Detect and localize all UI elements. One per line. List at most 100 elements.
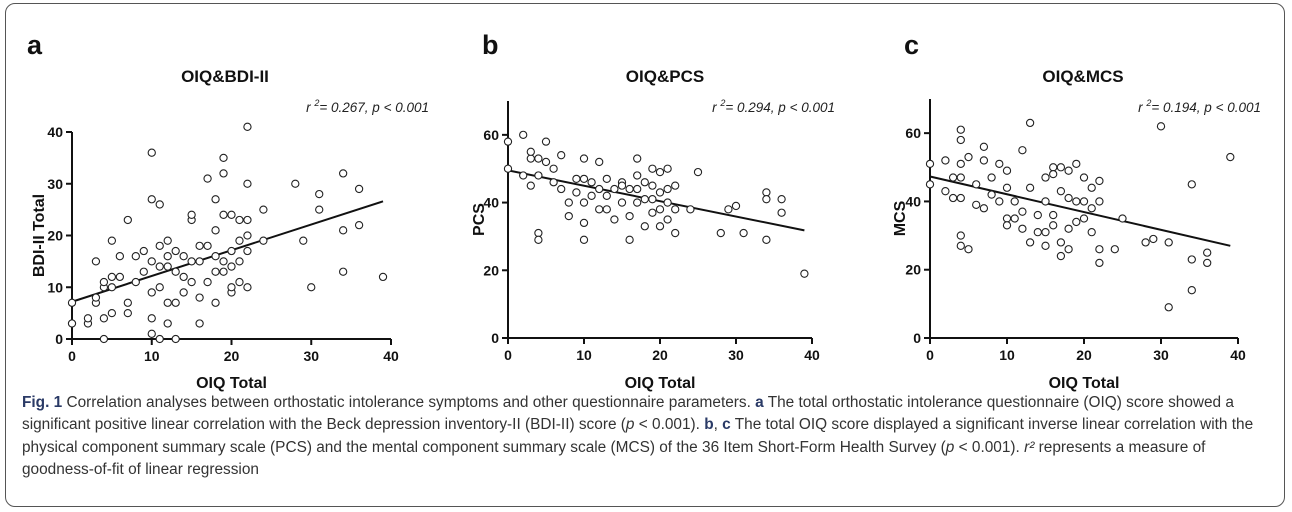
data-point bbox=[534, 235, 543, 244]
caption-c-label: c bbox=[722, 416, 731, 434]
x-tick-label: 30 bbox=[303, 348, 319, 364]
data-point bbox=[1025, 183, 1035, 192]
y-tick-label: 40 bbox=[905, 193, 921, 209]
y-tick-label: 20 bbox=[47, 228, 63, 244]
data-point bbox=[579, 235, 589, 244]
data-point bbox=[1203, 258, 1212, 268]
data-point bbox=[211, 298, 220, 307]
data-point bbox=[235, 277, 244, 287]
data-point bbox=[131, 277, 140, 287]
data-point bbox=[956, 241, 965, 250]
data-point bbox=[557, 184, 566, 194]
regression-line bbox=[929, 175, 1231, 247]
data-point bbox=[219, 267, 228, 276]
x-tick-label: 20 bbox=[224, 348, 240, 364]
data-point bbox=[655, 205, 665, 214]
data-point bbox=[979, 156, 989, 165]
x-axis-label: OIQ Total bbox=[196, 375, 267, 392]
data-point bbox=[587, 178, 596, 187]
data-point bbox=[972, 200, 981, 209]
data-point bbox=[155, 241, 164, 250]
x-tick-label: 0 bbox=[68, 348, 76, 364]
data-point bbox=[107, 236, 117, 245]
data-point bbox=[564, 198, 573, 207]
data-point bbox=[235, 257, 244, 266]
data-point bbox=[979, 142, 989, 151]
data-point bbox=[99, 314, 109, 323]
caption-r2-symbol: r² bbox=[1024, 438, 1035, 456]
data-point bbox=[526, 154, 535, 163]
x-tick-label: 40 bbox=[804, 347, 820, 363]
data-point bbox=[171, 267, 180, 276]
data-point bbox=[1041, 173, 1050, 182]
data-point bbox=[243, 231, 252, 240]
data-point bbox=[147, 314, 156, 323]
data-point bbox=[1049, 221, 1058, 230]
data-point bbox=[1087, 183, 1096, 192]
x-tick-label: 40 bbox=[383, 348, 399, 364]
data-point bbox=[1033, 210, 1042, 220]
data-point bbox=[211, 252, 220, 261]
caption-p-symbol-2: p bbox=[945, 438, 955, 456]
y-tick-label: 0 bbox=[913, 330, 921, 346]
data-point bbox=[195, 257, 204, 266]
data-point bbox=[1079, 197, 1089, 206]
data-point bbox=[219, 257, 228, 266]
data-point bbox=[671, 181, 680, 190]
data-point bbox=[115, 252, 124, 261]
data-point bbox=[211, 267, 220, 276]
data-point bbox=[99, 277, 109, 287]
data-point bbox=[995, 197, 1004, 206]
data-point bbox=[595, 184, 604, 194]
data-point bbox=[1056, 251, 1066, 261]
y-tick-label: 0 bbox=[55, 331, 63, 347]
charts-svg: a OIQ&BDI-II r 2= 0.267, p < 0.001 0 10 20 30 4… bbox=[27, 30, 1261, 392]
data-point bbox=[67, 319, 77, 328]
data-point bbox=[1002, 214, 1012, 223]
data-point bbox=[549, 178, 558, 187]
data-point bbox=[526, 147, 535, 156]
data-point bbox=[299, 236, 308, 245]
data-point bbox=[123, 298, 132, 307]
data-point bbox=[1064, 224, 1073, 233]
data-point bbox=[731, 201, 741, 211]
data-point bbox=[602, 174, 611, 184]
data-point bbox=[259, 205, 268, 214]
data-point bbox=[693, 167, 703, 177]
data-point bbox=[964, 152, 973, 162]
data-point bbox=[541, 157, 551, 167]
data-point bbox=[572, 188, 581, 197]
data-point bbox=[219, 210, 228, 219]
caption-a-label: a bbox=[755, 394, 764, 411]
data-point bbox=[777, 208, 786, 217]
data-point bbox=[171, 298, 180, 307]
data-point bbox=[227, 210, 236, 219]
r2-annotation: r 2= 0.267, p < 0.001 bbox=[306, 98, 429, 115]
data-point bbox=[243, 122, 252, 131]
chart-title: OIQ&MCS bbox=[1042, 67, 1123, 86]
data-point bbox=[1156, 122, 1166, 131]
data-point bbox=[541, 137, 551, 146]
data-point bbox=[211, 226, 220, 235]
caption-p-symbol: p bbox=[625, 416, 635, 434]
data-point bbox=[948, 193, 958, 203]
data-point bbox=[1079, 173, 1089, 182]
data-point bbox=[956, 231, 965, 240]
caption-intro: Correlation analyses between orthostatic… bbox=[62, 394, 756, 411]
data-point bbox=[203, 241, 212, 250]
data-point bbox=[171, 334, 180, 344]
data-point bbox=[1010, 197, 1019, 206]
data-point bbox=[1041, 197, 1050, 206]
caption-r2-text: represents a measure of goodness-of-fit … bbox=[22, 438, 1206, 478]
data-point bbox=[147, 195, 156, 204]
data-point bbox=[1095, 258, 1104, 268]
data-point bbox=[259, 236, 268, 245]
data-point bbox=[640, 178, 649, 187]
data-point bbox=[131, 252, 140, 261]
y-axis-label: BDI-II Total bbox=[31, 194, 48, 277]
data-point bbox=[155, 200, 164, 209]
data-point bbox=[1002, 166, 1012, 175]
data-point bbox=[762, 235, 771, 244]
data-point bbox=[724, 205, 733, 214]
data-point bbox=[179, 252, 188, 261]
